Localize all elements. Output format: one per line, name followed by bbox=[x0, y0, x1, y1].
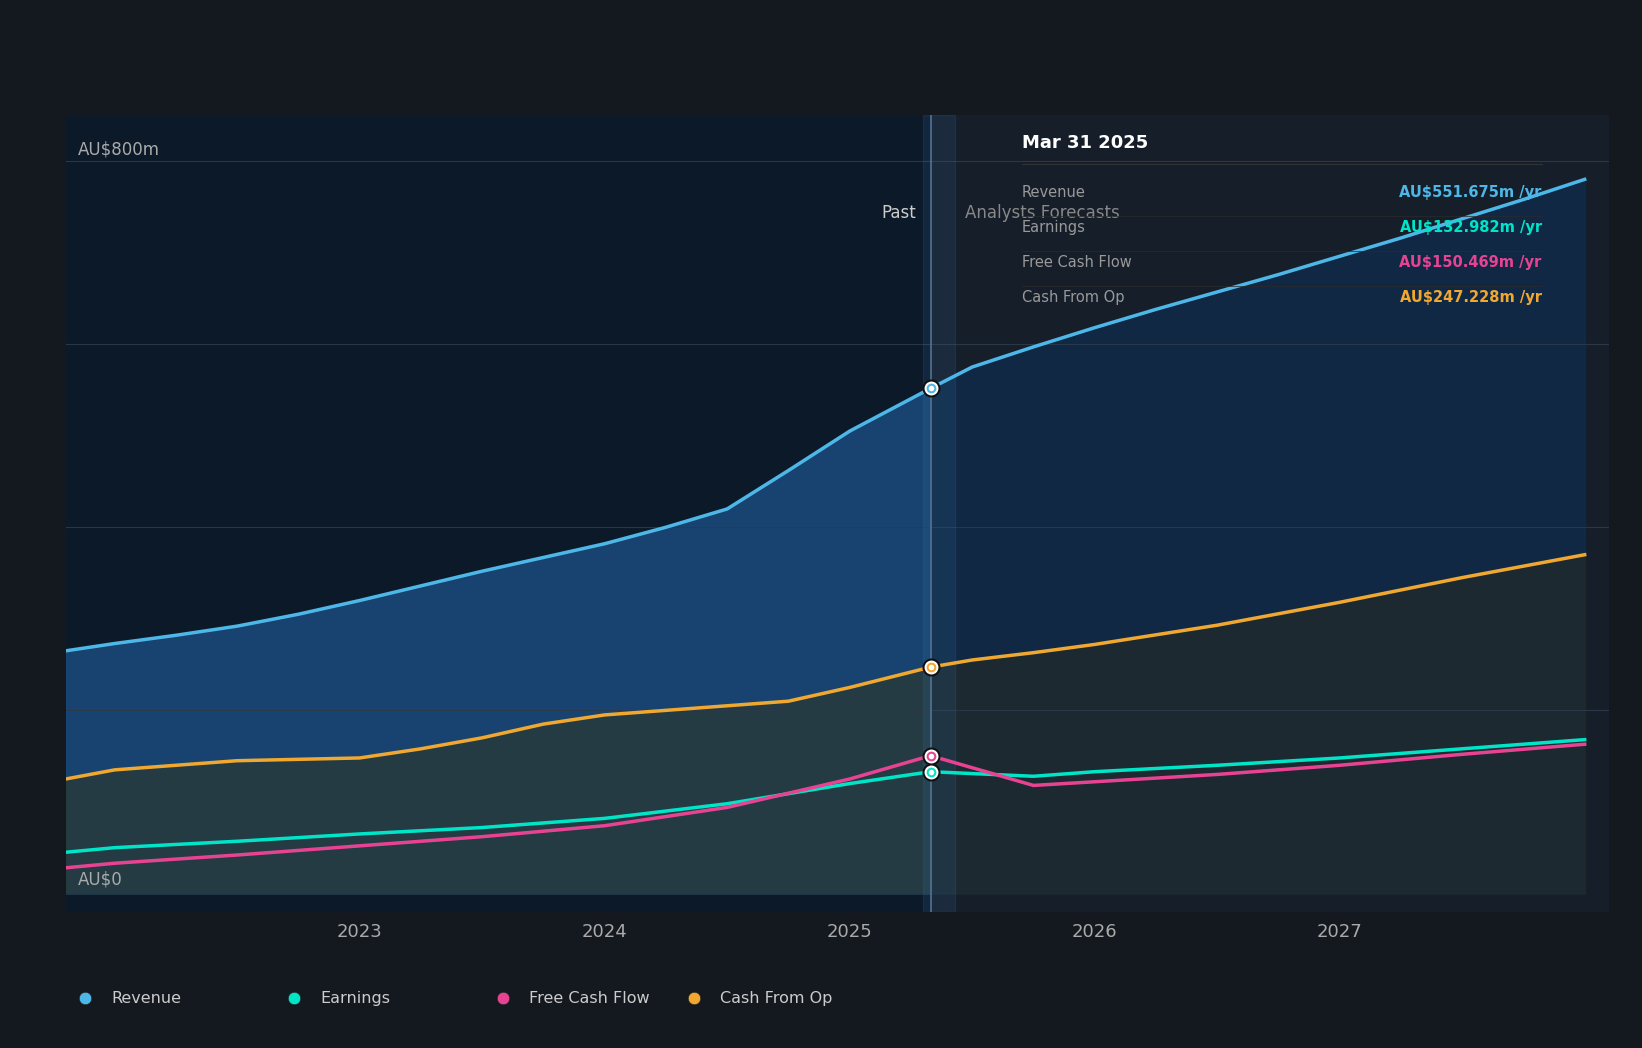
Bar bbox=[923, 115, 956, 912]
Text: Earnings: Earnings bbox=[320, 990, 391, 1006]
Text: AU$132.982m /yr: AU$132.982m /yr bbox=[1399, 220, 1542, 235]
Text: AU$800m: AU$800m bbox=[77, 140, 159, 158]
Text: Revenue: Revenue bbox=[1021, 185, 1085, 200]
Text: AU$150.469m /yr: AU$150.469m /yr bbox=[1399, 255, 1542, 270]
Text: AU$247.228m /yr: AU$247.228m /yr bbox=[1399, 289, 1542, 305]
Bar bbox=[931, 115, 1609, 912]
Text: AU$551.675m /yr: AU$551.675m /yr bbox=[1399, 185, 1542, 200]
Text: Mar 31 2025: Mar 31 2025 bbox=[1021, 134, 1148, 152]
Text: Cash From Op: Cash From Op bbox=[721, 990, 832, 1006]
Text: Free Cash Flow: Free Cash Flow bbox=[1021, 255, 1131, 270]
Text: Earnings: Earnings bbox=[1021, 220, 1085, 235]
Text: Free Cash Flow: Free Cash Flow bbox=[529, 990, 650, 1006]
Text: Analysts Forecasts: Analysts Forecasts bbox=[965, 203, 1120, 221]
Text: Cash From Op: Cash From Op bbox=[1021, 289, 1125, 305]
Text: Revenue: Revenue bbox=[112, 990, 181, 1006]
Text: Past: Past bbox=[882, 203, 916, 221]
Bar bbox=[66, 115, 931, 912]
Text: AU$0: AU$0 bbox=[77, 871, 123, 889]
